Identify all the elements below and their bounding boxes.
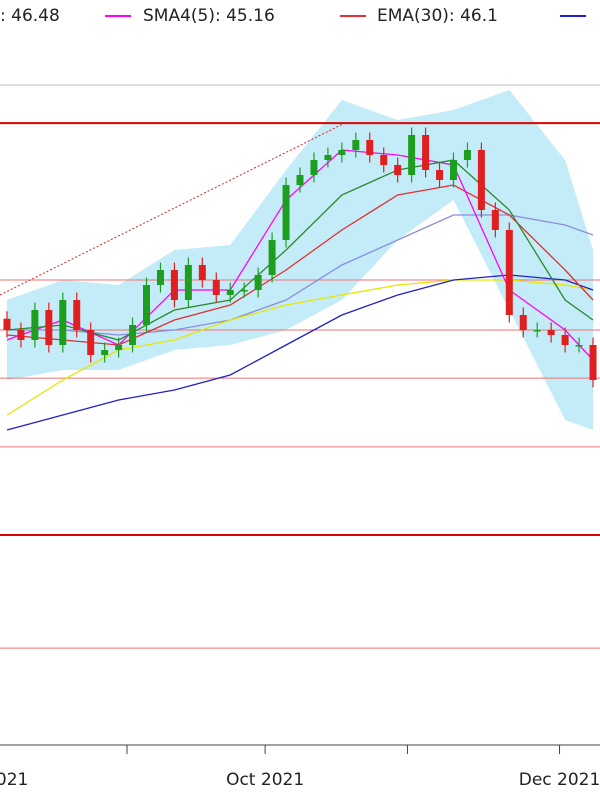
candle-body [547,330,555,335]
candle-body [156,270,164,285]
candle-body [352,140,360,150]
x-tick-label: Aug 2021 [0,770,28,790]
candle-body [3,318,11,330]
candle-body [519,315,527,330]
candle-body [45,310,53,345]
legend-label: : 46.48 [0,6,60,26]
candle-body [477,150,485,210]
candle-body [505,230,513,315]
candle-body [143,285,151,325]
x-tick-label: Oct 2021 [226,770,304,790]
candle-body [449,160,457,180]
candle-body [366,140,374,155]
candle-body [87,330,95,355]
x-tick-label: Dec 2021 [519,770,600,790]
candle-body [491,210,499,230]
candle-body [268,240,276,275]
candle-body [212,280,220,295]
indicator-line [6,274,594,431]
candle-body [240,290,248,292]
candle-body [59,300,67,345]
candle-body [338,150,346,155]
legend-label: SMA4(5): 45.16 [143,6,275,26]
candle-body [31,310,39,340]
candle-body [170,270,178,300]
indicator-line [6,279,594,416]
candle-body [463,150,471,160]
candle-body [324,155,332,160]
candle-body [17,330,25,340]
candle-body [226,290,234,295]
candle-body [129,325,137,345]
candle-body [101,350,109,355]
candle-body [422,135,430,170]
candle-body [115,345,123,350]
indicator-line [6,159,594,341]
candle-body [533,330,541,332]
candle-body [408,135,416,175]
candle-body [394,165,402,175]
trendline [0,122,345,296]
candle-body [296,175,304,185]
candle-body [198,265,206,280]
candle-body [184,265,192,300]
candle-body [436,170,444,180]
indicator-line [6,214,594,336]
legend-label: EMA(30): 46.1 [377,6,498,26]
candle-body [380,155,388,165]
candle-body [310,160,318,175]
candle-body [73,300,81,330]
candle-body [561,335,569,345]
candle-body [282,185,290,240]
candle-body [589,345,597,380]
candle-body [254,275,262,290]
candle-body [575,345,583,347]
